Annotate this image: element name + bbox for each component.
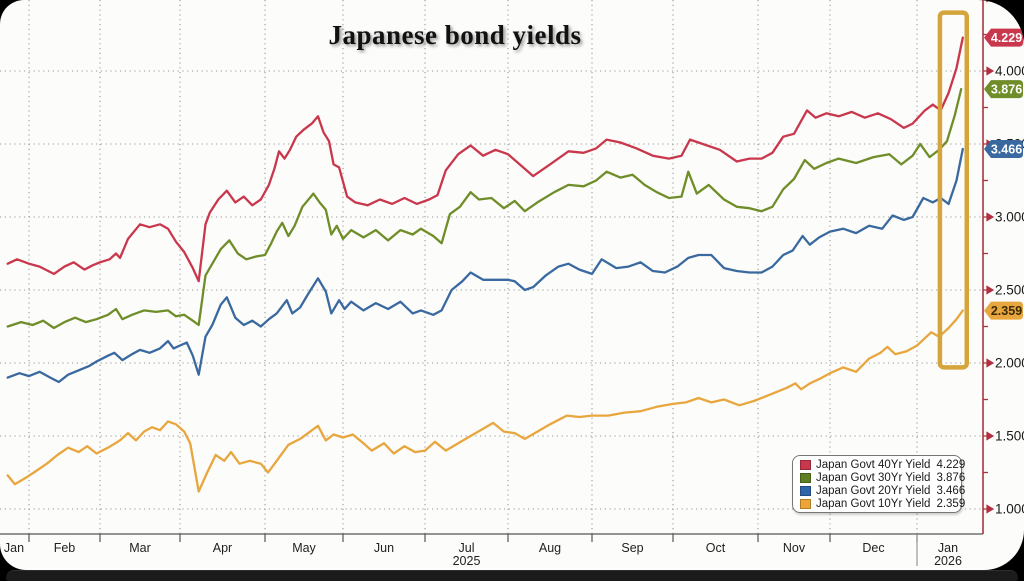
y-axis-tick-arrow-icon — [983, 431, 995, 441]
y-axis-tick-arrow-icon — [983, 504, 995, 514]
legend-item: Japan Govt 10Yr Yield 2.359 — [800, 497, 965, 510]
y-tick-label: 3.000 — [995, 210, 1024, 225]
series-line-japan-govt-20yr-yield — [6, 147, 964, 384]
last-value-badge-label: 3.876 — [991, 83, 1022, 97]
last-value-badge — [984, 139, 1023, 158]
x-tick-label: Jun — [374, 541, 394, 555]
x-tick-label: Mar — [129, 541, 151, 555]
highlight-box — [937, 10, 970, 370]
y-tick-label: 4.000 — [995, 64, 1024, 79]
series-line-japan-govt-30yr-yield — [6, 87, 963, 330]
last-value-badge — [984, 80, 1023, 99]
y-tick-label: 1.000 — [995, 502, 1024, 517]
last-value-badge-label: 2.359 — [991, 304, 1022, 318]
legend-value: 4.229 — [936, 458, 966, 471]
legend-swatch-icon — [800, 472, 811, 483]
x-tick-label: Dec — [862, 541, 884, 555]
legend-item: Japan Govt 20Yr Yield 3.466 — [800, 484, 965, 497]
legend-swatch-icon — [800, 498, 811, 509]
last-value-badge — [984, 28, 1023, 47]
y-tick-label: 2.500 — [995, 283, 1024, 298]
x-tick-label: Oct — [706, 541, 726, 555]
x-tick-label: Jul — [459, 541, 475, 555]
y-tick-label: 1.500 — [995, 429, 1024, 444]
background-card-edge — [6, 570, 1018, 581]
x-tick-label: Jan — [938, 541, 958, 555]
y-tick-label: 2.000 — [995, 356, 1024, 371]
x-year-label: 2025 — [453, 554, 481, 568]
last-value-badge-label: 4.229 — [991, 31, 1022, 45]
legend-item: Japan Govt 30Yr Yield 3.876 — [800, 471, 965, 484]
x-tick-label: Nov — [783, 541, 806, 555]
y-axis-tick-arrow-icon — [983, 358, 995, 368]
x-tick-label: Aug — [539, 541, 561, 555]
y-axis-tick-arrow-icon — [983, 66, 995, 76]
legend-label: Japan Govt 10Yr Yield — [816, 497, 931, 510]
x-year-label: 2026 — [934, 554, 962, 568]
y-axis-tick-arrow-icon — [983, 212, 995, 222]
legend-label: Japan Govt 30Yr Yield — [816, 471, 931, 484]
y-tick-label: 4.500 — [995, 0, 1024, 6]
legend-swatch-icon — [800, 459, 811, 470]
legend-label: Japan Govt 20Yr Yield — [816, 484, 931, 497]
series-line-japan-govt-40yr-yield — [6, 36, 964, 283]
x-tick-label: May — [292, 541, 316, 555]
last-value-badge — [984, 301, 1023, 320]
x-tick-label: Sep — [621, 541, 643, 555]
legend-value: 2.359 — [936, 497, 966, 510]
y-axis-tick-arrow-icon — [983, 285, 995, 295]
legend: Japan Govt 40Yr Yield 4.229 Japan Govt 30Y… — [792, 455, 965, 513]
x-tick-label: Jan — [4, 541, 24, 555]
x-tick-label: Apr — [213, 541, 232, 555]
last-value-badge-label: 3.466 — [991, 142, 1022, 156]
y-axis-tick-arrow-icon — [986, 0, 991, 3]
series-line-japan-govt-10yr-yield — [6, 309, 964, 493]
legend-item: Japan Govt 40Yr Yield 4.229 — [800, 458, 965, 471]
legend-swatch-icon — [800, 485, 811, 496]
legend-value: 3.466 — [936, 484, 966, 497]
legend-value: 3.876 — [936, 471, 966, 484]
x-tick-label: Feb — [54, 541, 76, 555]
legend-label: Japan Govt 40Yr Yield — [816, 458, 931, 471]
